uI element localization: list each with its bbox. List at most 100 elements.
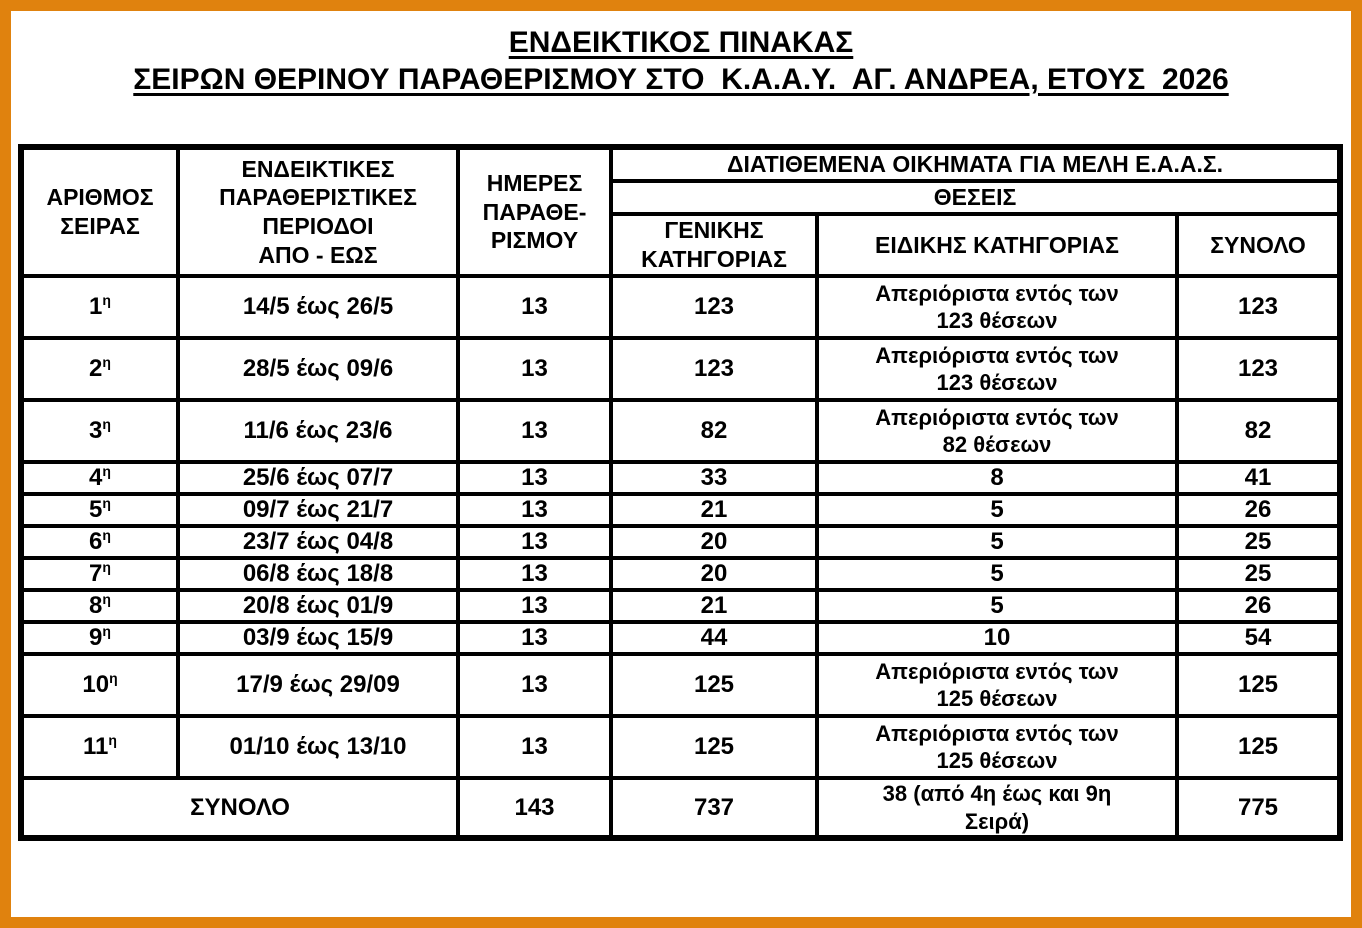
table-row-10: 10η 17/9 έως 29/09 13 125 Απεριόριστα εν… [19,652,1343,718]
total-cell: 25 [1174,556,1343,592]
totals-total-cell: 775 [1174,776,1343,840]
series-ordinal-suffix: η [102,591,111,607]
special-category-cell: Απεριόριστα εντός των 82 θέσεων [815,398,1179,464]
period-cell: 17/9 έως 29/09 [176,652,460,718]
special-category-cell: 5 [815,588,1179,624]
series-number: 3 [89,417,103,444]
series-number: 8 [89,592,103,619]
special-category-cell: 5 [815,524,1179,560]
title-line-1: ΕΝΔΕΙΚΤΙΚΟΣ ΠΙΝΑΚΑΣ [508,26,854,59]
total-cell: 25 [1174,524,1343,560]
header-vacation-days: ΗΜΕΡΕΣ ΠΑΡΑΘΕ- ΡΙΣΜΟΥ [456,145,613,278]
special-category-cell: 5 [815,492,1179,528]
days-cell: 13 [456,398,613,464]
general-category-cell: 123 [609,274,819,340]
special-category-cell: Απεριόριστα εντός των 123 θέσεων [815,274,1179,340]
header-vacation-periods: ΕΝΔΕΙΚΤΙΚΕΣ ΠΑΡΑΘΕΡΙΣΤΙΚΕΣ ΠΕΡΙΟΔΟΙ ΑΠΟ … [176,145,460,278]
days-cell: 13 [456,620,613,656]
header-positions: ΘΕΣΕΙΣ [608,179,1343,216]
totals-row: ΣΥΝΟΛΟ 143 737 38 (από 4η έως και 9η Σει… [19,776,1343,840]
table-row-9: 9η 03/9 έως 15/9 13 44 10 54 [19,620,1343,656]
special-category-cell: 8 [815,460,1179,496]
days-cell: 13 [456,460,613,496]
table-row-11: 11η 01/10 έως 13/10 13 125 Απεριόριστα ε… [19,714,1343,780]
header-general-category: ΓΕΝΙΚΗΣ ΚΑΤΗΓΟΡΙΑΣ [609,212,819,278]
total-cell: 123 [1174,274,1343,340]
total-cell: 26 [1174,492,1343,528]
special-category-cell: 10 [815,620,1179,656]
special-category-cell: Απεριόριστα εντός των 125 θέσεων [815,652,1179,718]
special-category-cell: Απεριόριστα εντός των 125 θέσεων [815,714,1179,780]
special-category-cell: Απεριόριστα εντός των 123 θέσεων [815,336,1179,402]
series-number: 6 [89,528,103,555]
period-cell: 06/8 έως 18/8 [176,556,460,592]
general-category-cell: 125 [609,714,819,780]
series-ordinal-suffix: η [102,527,111,543]
series-number: 1 [89,293,103,320]
series-number-cell: 2η [19,336,180,402]
total-cell: 123 [1174,336,1343,402]
series-ordinal-suffix: η [102,495,111,511]
series-ordinal-suffix: η [109,670,118,686]
vacation-series-table: ΑΡΙΘΜΟΣ ΣΕΙΡΑΣ ΕΝΔΕΙΚΤΙΚΕΣ ΠΑΡΑΘΕΡΙΣΤΙΚΕ… [18,144,1344,841]
days-cell: 13 [456,524,613,560]
days-cell: 13 [456,274,613,340]
series-number: 10 [82,671,110,698]
general-category-cell: 21 [609,492,819,528]
total-cell: 82 [1174,398,1343,464]
total-cell: 125 [1174,714,1343,780]
series-number-cell: 11η [19,714,180,780]
table-row-6: 6η 23/7 έως 04/8 13 20 5 25 [19,524,1343,560]
series-number-cell: 4η [19,460,180,496]
table-row-8: 8η 20/8 έως 01/9 13 21 5 26 [19,588,1343,624]
header-special-category: ΕΙΔΙΚΗΣ ΚΑΤΗΓΟΡΙΑΣ [815,212,1179,278]
days-cell: 13 [456,492,613,528]
general-category-cell: 125 [609,652,819,718]
series-ordinal-suffix: η [102,559,111,575]
total-cell: 54 [1174,620,1343,656]
table-row-3: 3η 11/6 έως 23/6 13 82 Απεριόριστα εντός… [19,398,1343,464]
general-category-cell: 20 [609,524,819,560]
table-header: ΑΡΙΘΜΟΣ ΣΕΙΡΑΣ ΕΝΔΕΙΚΤΙΚΕΣ ΠΑΡΑΘΕΡΙΣΤΙΚΕ… [19,145,1343,278]
header-series-number: ΑΡΙΘΜΟΣ ΣΕΙΡΑΣ [19,145,180,278]
general-category-cell: 44 [609,620,819,656]
series-number: 2 [89,355,103,382]
series-ordinal-suffix: η [108,732,117,748]
general-category-cell: 33 [609,460,819,496]
series-number: 4 [89,464,103,491]
series-number-cell: 5η [19,492,180,528]
title-line-2: ΣΕΙΡΩΝ ΘΕΡΙΝΟΥ ΠΑΡΑΘΕΡΙΣΜΟΥ ΣΤΟ Κ.Α.Α.Υ.… [133,63,1229,96]
general-category-cell: 82 [609,398,819,464]
period-cell: 09/7 έως 21/7 [176,492,460,528]
total-cell: 26 [1174,588,1343,624]
series-ordinal-suffix: η [102,354,111,370]
totals-special-cell: 38 (από 4η έως και 9η Σειρά) [815,776,1179,840]
table-row-7: 7η 06/8 έως 18/8 13 20 5 25 [19,556,1343,592]
period-cell: 11/6 έως 23/6 [176,398,460,464]
series-number: 5 [89,496,103,523]
header-total: ΣΥΝΟΛΟ [1174,212,1343,278]
series-number-cell: 10η [19,652,180,718]
series-number: 7 [89,560,103,587]
period-cell: 20/8 έως 01/9 [176,588,460,624]
header-row-3: ΓΕΝΙΚΗΣ ΚΑΤΗΓΟΡΙΑΣ ΕΙΔΙΚΗΣ ΚΑΤΗΓΟΡΙΑΣ ΣΥ… [21,212,1343,278]
special-category-cell: 5 [815,556,1179,592]
table-row-5: 5η 09/7 έως 21/7 13 21 5 26 [19,492,1343,528]
days-cell: 13 [456,652,613,718]
series-number: 9 [89,624,103,651]
table-row-1: 1η 14/5 έως 26/5 13 123 Απεριόριστα εντό… [19,274,1343,340]
general-category-cell: 20 [609,556,819,592]
series-number-cell: 1η [19,274,180,340]
period-cell: 25/6 έως 07/7 [176,460,460,496]
table-row-4: 4η 25/6 έως 07/7 13 33 8 41 [19,460,1343,496]
series-number-cell: 8η [19,588,180,624]
series-number: 11 [83,733,109,760]
general-category-cell: 123 [609,336,819,402]
totals-label-cell: ΣΥΝΟΛΟ [19,776,460,840]
days-cell: 13 [456,556,613,592]
table-body: 1η 14/5 έως 26/5 13 123 Απεριόριστα εντό… [19,274,1343,840]
days-cell: 13 [456,336,613,402]
period-cell: 01/10 έως 13/10 [176,714,460,780]
header-row-1: ΑΡΙΘΜΟΣ ΣΕΙΡΑΣ ΕΝΔΕΙΚΤΙΚΕΣ ΠΑΡΑΘΕΡΙΣΤΙΚΕ… [19,145,1343,278]
header-available-housing: ΔΙΑΤΙΘΕΜΕΝΑ ΟΙΚΗΜΑΤΑ ΓΙΑ ΜΕΛΗ Ε.Α.Α.Σ. [608,145,1343,183]
